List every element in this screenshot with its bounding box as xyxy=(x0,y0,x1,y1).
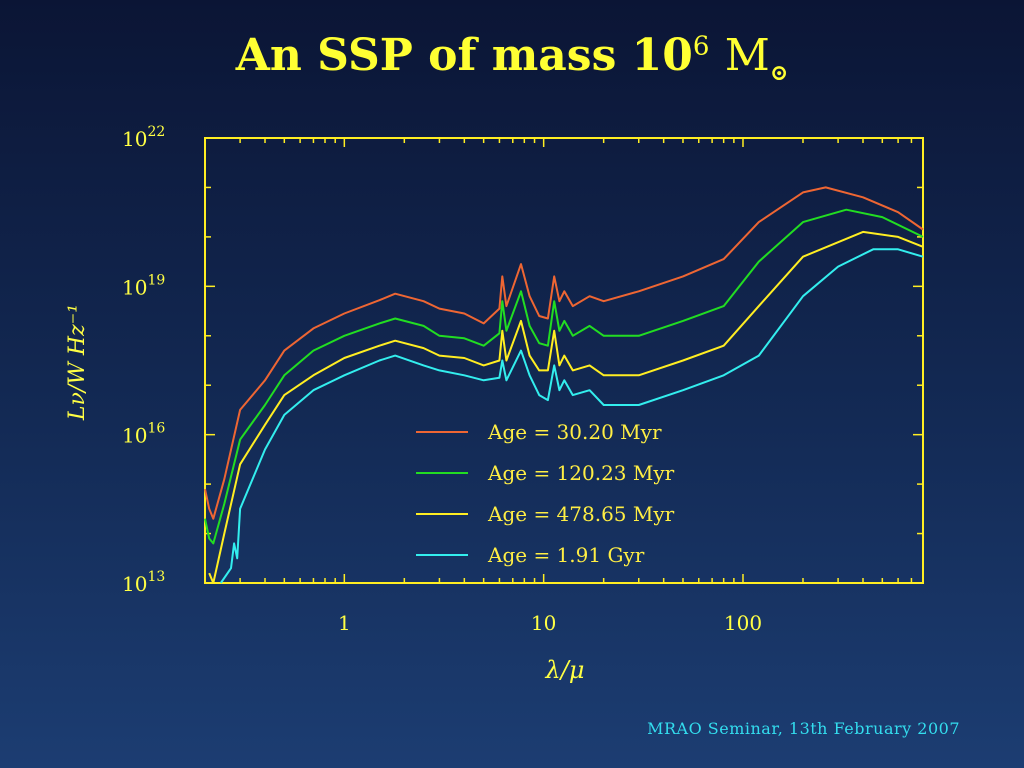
y-tick-label: 1013 xyxy=(122,569,165,596)
x-tick-label: 1 xyxy=(338,611,351,635)
y-tick-label: 1016 xyxy=(122,421,165,448)
series-line-1 xyxy=(204,186,924,520)
legend-label: Age = 478.65 Myr xyxy=(487,502,675,526)
title-exponent: 6 xyxy=(692,31,710,62)
legend-label: Age = 1.91 Gyr xyxy=(487,543,645,567)
tick-marks xyxy=(204,137,924,584)
title-unit: M xyxy=(724,30,770,81)
footer-caption: MRAO Seminar, 13th February 2007 xyxy=(647,719,960,738)
legend: Age = 30.20 Myr Age = 120.23 Myr Age = 478… xyxy=(416,420,675,567)
slide-title: An SSP of mass 106 M⊙ xyxy=(0,30,1024,86)
y-tick-label: 1019 xyxy=(122,272,165,299)
x-tick-label: 100 xyxy=(724,611,762,635)
legend-label: Age = 120.23 Myr xyxy=(487,461,675,485)
title-base: 10 xyxy=(631,30,693,81)
series-lines xyxy=(204,186,924,584)
series-line-4 xyxy=(219,248,924,584)
series-line-3 xyxy=(208,230,924,584)
x-axis-label: λ/μ xyxy=(545,656,585,684)
plot-frame xyxy=(204,137,924,584)
title-text: An SSP of mass xyxy=(235,30,632,81)
y-tick-label: 1022 xyxy=(122,124,165,151)
legend-label: Age = 30.20 Myr xyxy=(487,420,662,444)
tick-labels: 1 10 100 1013 1016 1019 1022 xyxy=(122,124,762,635)
x-tick-label: 10 xyxy=(531,611,556,635)
y-axis-label: Lν/W Hz⁻¹ xyxy=(65,304,90,421)
sun-symbol: ⊙ xyxy=(769,59,789,86)
series-line-2 xyxy=(204,208,924,545)
